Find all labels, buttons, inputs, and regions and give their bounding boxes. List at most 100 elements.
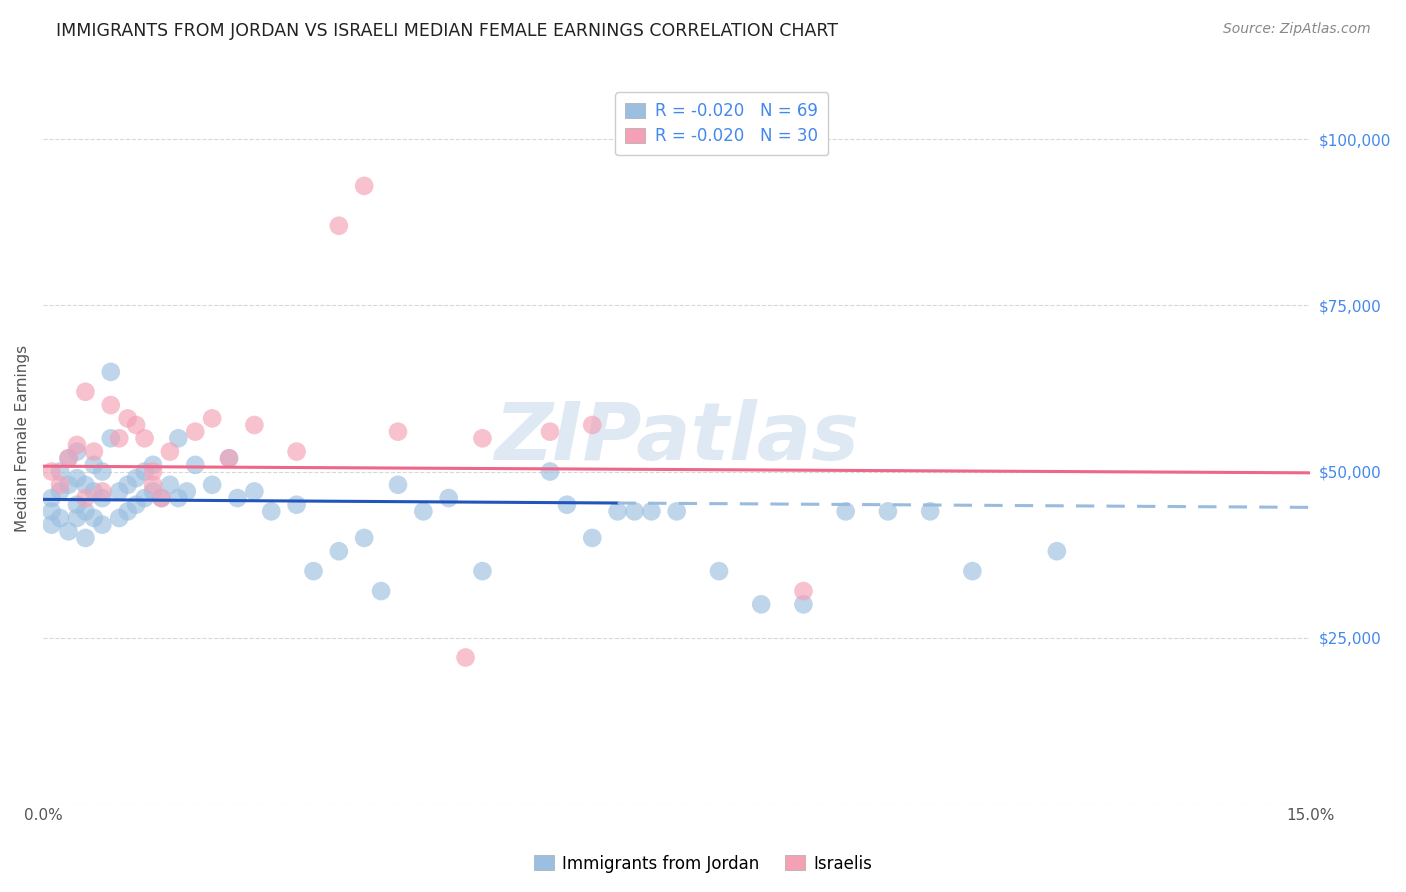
Point — [581, 417, 603, 432]
Point — [201, 477, 224, 491]
Point — [623, 504, 645, 518]
Point — [834, 504, 856, 518]
Point — [49, 511, 72, 525]
Point — [66, 438, 89, 452]
Point — [142, 484, 165, 499]
Point — [75, 477, 97, 491]
Point — [665, 504, 688, 518]
Point — [41, 491, 63, 505]
Point — [328, 219, 350, 233]
Point — [167, 431, 190, 445]
Point — [66, 511, 89, 525]
Point — [285, 498, 308, 512]
Point — [176, 484, 198, 499]
Point — [387, 425, 409, 439]
Point — [437, 491, 460, 505]
Legend: Immigrants from Jordan, Israelis: Immigrants from Jordan, Israelis — [527, 848, 879, 880]
Point — [159, 477, 181, 491]
Point — [159, 444, 181, 458]
Point — [218, 451, 240, 466]
Text: Source: ZipAtlas.com: Source: ZipAtlas.com — [1223, 22, 1371, 37]
Point — [877, 504, 900, 518]
Point — [201, 411, 224, 425]
Y-axis label: Median Female Earnings: Median Female Earnings — [15, 344, 30, 532]
Point — [707, 564, 730, 578]
Point — [100, 398, 122, 412]
Point — [49, 484, 72, 499]
Point — [581, 531, 603, 545]
Point — [125, 417, 148, 432]
Point — [91, 465, 114, 479]
Point — [150, 491, 173, 505]
Point — [108, 484, 131, 499]
Point — [538, 465, 561, 479]
Point — [302, 564, 325, 578]
Point — [75, 504, 97, 518]
Point — [184, 458, 207, 472]
Point — [150, 491, 173, 505]
Point — [142, 458, 165, 472]
Point — [75, 384, 97, 399]
Text: ZIPatlas: ZIPatlas — [495, 400, 859, 477]
Point — [100, 431, 122, 445]
Point — [108, 431, 131, 445]
Text: IMMIGRANTS FROM JORDAN VS ISRAELI MEDIAN FEMALE EARNINGS CORRELATION CHART: IMMIGRANTS FROM JORDAN VS ISRAELI MEDIAN… — [56, 22, 838, 40]
Point — [167, 491, 190, 505]
Point — [387, 477, 409, 491]
Point — [83, 458, 105, 472]
Point — [49, 477, 72, 491]
Point — [353, 531, 375, 545]
Point — [471, 564, 494, 578]
Point — [606, 504, 628, 518]
Point — [134, 491, 156, 505]
Point — [41, 465, 63, 479]
Point — [555, 498, 578, 512]
Point — [184, 425, 207, 439]
Point — [353, 178, 375, 193]
Point — [125, 471, 148, 485]
Point — [370, 584, 392, 599]
Point — [792, 598, 814, 612]
Point — [58, 477, 80, 491]
Point — [640, 504, 662, 518]
Point — [226, 491, 249, 505]
Point — [134, 465, 156, 479]
Point — [83, 444, 105, 458]
Point — [91, 484, 114, 499]
Point — [41, 504, 63, 518]
Point — [41, 517, 63, 532]
Point — [75, 491, 97, 505]
Point — [142, 465, 165, 479]
Point — [66, 471, 89, 485]
Point — [328, 544, 350, 558]
Point — [134, 431, 156, 445]
Point — [117, 411, 139, 425]
Point — [66, 444, 89, 458]
Point — [75, 531, 97, 545]
Point — [412, 504, 434, 518]
Point — [1046, 544, 1069, 558]
Point — [471, 431, 494, 445]
Point — [58, 451, 80, 466]
Point — [962, 564, 984, 578]
Point — [58, 524, 80, 539]
Point — [58, 451, 80, 466]
Point — [83, 511, 105, 525]
Point — [454, 650, 477, 665]
Point — [243, 417, 266, 432]
Point — [91, 491, 114, 505]
Point — [285, 444, 308, 458]
Point — [920, 504, 942, 518]
Legend: R = -0.020   N = 69, R = -0.020   N = 30: R = -0.020 N = 69, R = -0.020 N = 30 — [616, 92, 828, 155]
Point — [117, 504, 139, 518]
Point — [100, 365, 122, 379]
Point — [83, 484, 105, 499]
Point — [792, 584, 814, 599]
Point — [108, 511, 131, 525]
Point — [260, 504, 283, 518]
Point — [49, 465, 72, 479]
Point — [91, 517, 114, 532]
Point — [125, 498, 148, 512]
Point — [538, 425, 561, 439]
Point — [117, 477, 139, 491]
